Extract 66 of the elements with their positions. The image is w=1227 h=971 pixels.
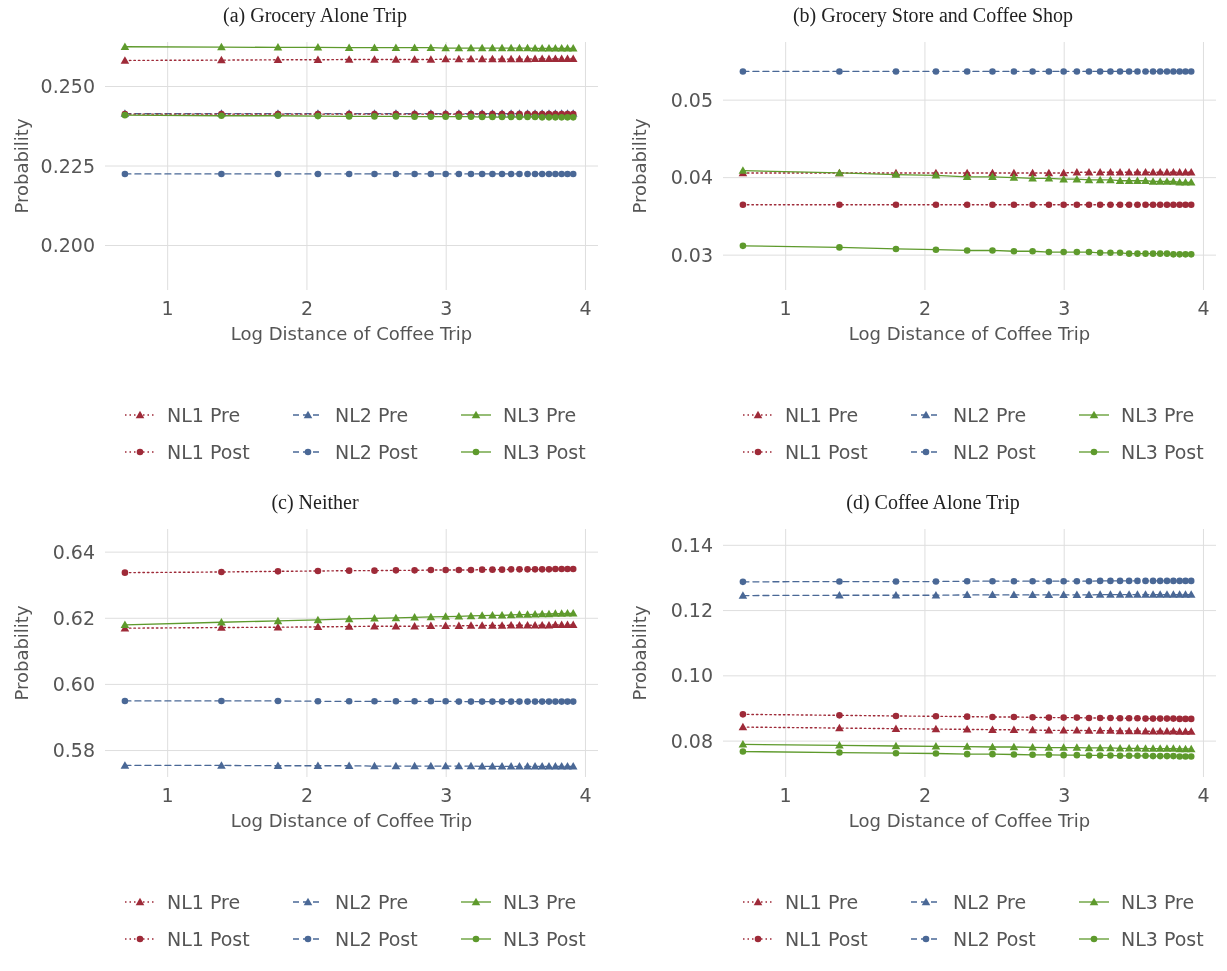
y-tick-label: 0.62 — [52, 606, 95, 629]
x-tick-label: 4 — [1197, 297, 1210, 319]
y-tick-label: 0.05 — [670, 88, 713, 111]
x-axis-title: Log Distance of Coffee Trip — [848, 323, 1091, 344]
legend-label: NL1 Pre — [167, 890, 241, 913]
legend-label: NL2 Post — [335, 440, 418, 463]
x-tick-label: 1 — [161, 297, 174, 319]
y-tick-label: 0.14 — [670, 533, 713, 556]
x-tick-label: 3 — [1058, 784, 1071, 806]
y-tick-label: 0.58 — [52, 739, 95, 762]
y-tick-label: 0.12 — [670, 599, 713, 622]
legend-label: NL3 Pre — [503, 890, 577, 913]
legend-label: NL2 Pre — [953, 403, 1027, 426]
x-tick-label: 3 — [440, 297, 453, 319]
x-axis-title: Log Distance of Coffee Trip — [848, 810, 1091, 831]
x-tick-label: 1 — [161, 784, 174, 806]
legend-label: NL3 Pre — [1121, 403, 1195, 426]
legend-label: NL1 Pre — [167, 403, 241, 426]
x-tick-label: 1 — [779, 784, 792, 806]
y-axis-title: Probability — [629, 605, 650, 701]
x-tick-label: 2 — [300, 297, 313, 319]
legend-label: NL1 Post — [167, 440, 250, 463]
chart-title: (a) Grocery Alone Trip — [223, 4, 407, 27]
x-tick-label: 2 — [300, 784, 313, 806]
x-tick-label: 3 — [1058, 297, 1071, 319]
legend-label: NL2 Post — [953, 440, 1036, 463]
y-tick-label: 0.04 — [670, 166, 713, 189]
x-tick-label: 4 — [579, 784, 592, 806]
legend-label: NL1 Post — [167, 927, 250, 950]
legend-label: NL2 Pre — [335, 403, 409, 426]
legend-label: NL2 Pre — [335, 890, 409, 913]
x-tick-label: 3 — [440, 784, 453, 806]
legend-label: NL2 Post — [953, 927, 1036, 950]
y-tick-label: 0.225 — [40, 154, 95, 177]
legend-label: NL3 Pre — [1121, 890, 1195, 913]
y-tick-label: 0.64 — [52, 540, 95, 563]
legend-label: NL1 Pre — [785, 890, 859, 913]
x-tick-label: 4 — [579, 297, 592, 319]
chart-title: (d) Coffee Alone Trip — [846, 491, 1020, 514]
x-axis-title: Log Distance of Coffee Trip — [230, 810, 473, 831]
legend-label: NL1 Pre — [785, 403, 859, 426]
x-tick-label: 1 — [779, 297, 792, 319]
y-tick-label: 0.08 — [670, 729, 713, 752]
y-tick-label: 0.10 — [670, 664, 713, 687]
x-axis-title: Log Distance of Coffee Trip — [230, 323, 473, 344]
legend-label: NL3 Post — [1121, 440, 1204, 463]
y-axis-title: Probability — [11, 118, 32, 214]
y-axis-title: Probability — [629, 118, 650, 214]
y-tick-label: 0.200 — [40, 234, 95, 257]
chart-title: (b) Grocery Store and Coffee Shop — [792, 4, 1074, 27]
x-tick-label: 4 — [1197, 784, 1210, 806]
legend-label: NL1 Post — [785, 440, 868, 463]
y-tick-label: 0.60 — [52, 673, 95, 696]
y-axis-title: Probability — [11, 605, 32, 701]
x-tick-label: 2 — [918, 297, 931, 319]
chart-title: (c) Neither — [271, 491, 359, 514]
legend-label: NL3 Post — [1121, 927, 1204, 950]
legend-label: NL3 Post — [503, 927, 586, 950]
x-tick-label: 2 — [918, 784, 931, 806]
legend-label: NL2 Pre — [953, 890, 1027, 913]
y-tick-label: 0.250 — [40, 75, 95, 98]
legend-label: NL2 Post — [335, 927, 418, 950]
y-tick-label: 0.03 — [670, 243, 713, 266]
legend-label: NL3 Post — [503, 440, 586, 463]
legend-label: NL1 Post — [785, 927, 868, 950]
legend-label: NL3 Pre — [503, 403, 577, 426]
